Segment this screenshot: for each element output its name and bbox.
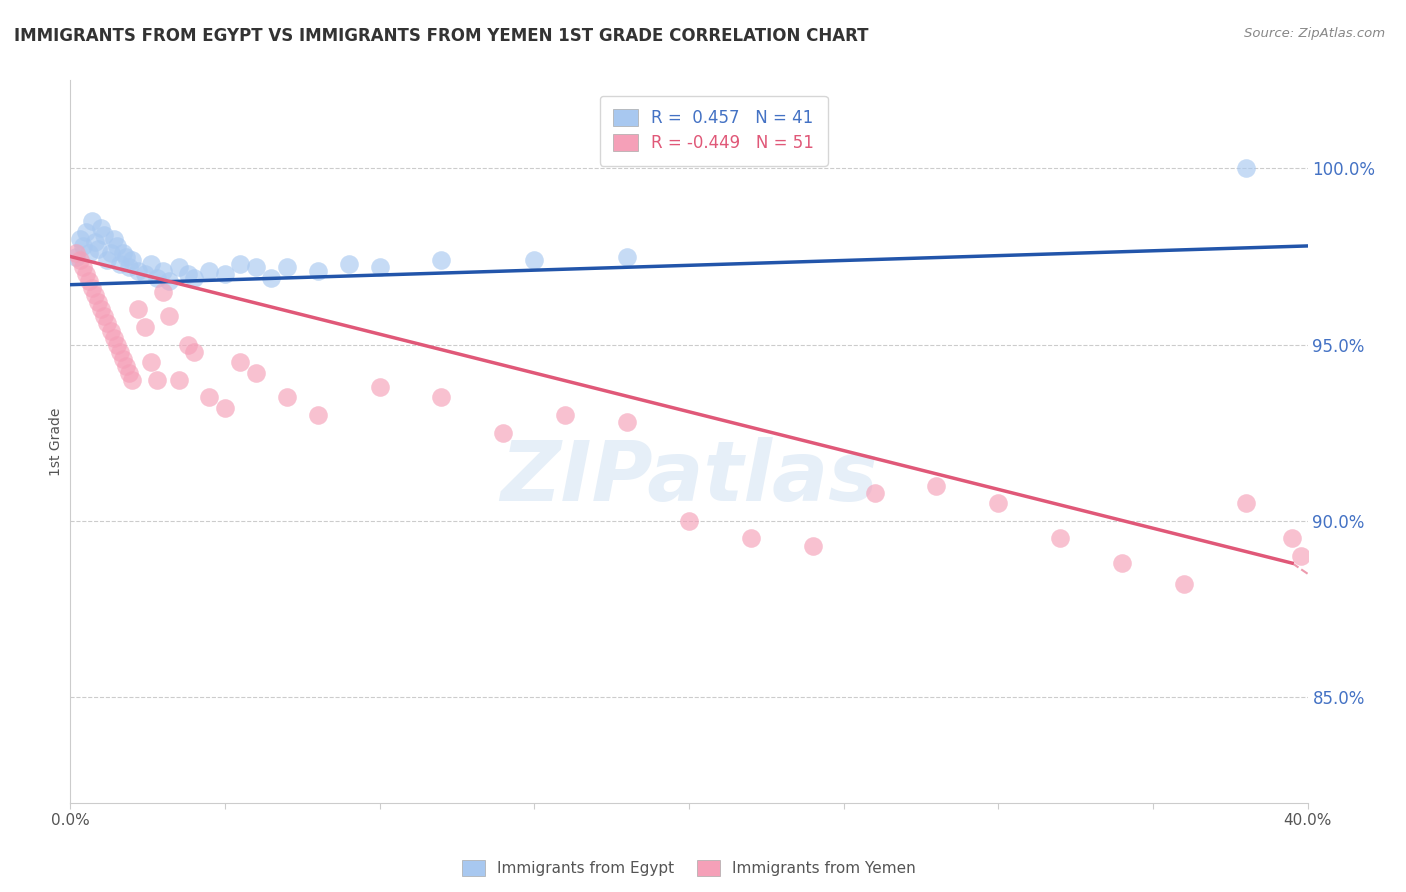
- Point: [96, 317, 118, 331]
- Point: [1049, 532, 1071, 546]
- Point: [167, 260, 190, 274]
- Point: [90, 221, 112, 235]
- Point: [100, 324, 122, 338]
- Point: [177, 267, 200, 281]
- Point: [100, 246, 122, 260]
- Point: [214, 401, 236, 415]
- Point: [198, 263, 221, 277]
- Point: [245, 260, 267, 274]
- Point: [177, 337, 200, 351]
- Point: [260, 270, 283, 285]
- Point: [183, 270, 205, 285]
- Point: [65, 246, 87, 260]
- Point: [111, 351, 134, 366]
- Point: [229, 256, 252, 270]
- Point: [678, 514, 700, 528]
- Point: [72, 239, 94, 253]
- Point: [115, 359, 138, 373]
- Point: [77, 274, 100, 288]
- Point: [65, 250, 87, 264]
- Point: [80, 281, 103, 295]
- Point: [152, 263, 174, 277]
- Point: [96, 253, 118, 268]
- Point: [139, 256, 162, 270]
- Point: [307, 263, 329, 277]
- Point: [616, 415, 638, 429]
- Point: [1173, 577, 1195, 591]
- Point: [157, 310, 180, 324]
- Point: [229, 355, 252, 369]
- Point: [121, 373, 143, 387]
- Point: [368, 380, 391, 394]
- Point: [1234, 496, 1257, 510]
- Point: [84, 235, 107, 250]
- Y-axis label: 1st Grade: 1st Grade: [49, 408, 63, 475]
- Point: [368, 260, 391, 274]
- Point: [77, 246, 100, 260]
- Point: [72, 260, 94, 274]
- Point: [523, 253, 546, 268]
- Point: [118, 366, 141, 380]
- Point: [1291, 549, 1313, 563]
- Point: [987, 496, 1010, 510]
- Point: [139, 355, 162, 369]
- Point: [127, 263, 149, 277]
- Point: [87, 295, 110, 310]
- Point: [134, 320, 156, 334]
- Point: [214, 267, 236, 281]
- Point: [146, 270, 169, 285]
- Point: [276, 260, 298, 274]
- Point: [87, 243, 110, 257]
- Point: [69, 232, 91, 246]
- Point: [146, 373, 169, 387]
- Point: [121, 253, 143, 268]
- Legend: Immigrants from Egypt, Immigrants from Yemen: Immigrants from Egypt, Immigrants from Y…: [456, 854, 922, 882]
- Point: [863, 485, 886, 500]
- Text: IMMIGRANTS FROM EGYPT VS IMMIGRANTS FROM YEMEN 1ST GRADE CORRELATION CHART: IMMIGRANTS FROM EGYPT VS IMMIGRANTS FROM…: [14, 27, 869, 45]
- Point: [90, 302, 112, 317]
- Point: [105, 239, 128, 253]
- Point: [93, 310, 115, 324]
- Point: [183, 344, 205, 359]
- Point: [337, 256, 360, 270]
- Point: [134, 267, 156, 281]
- Point: [245, 366, 267, 380]
- Point: [925, 478, 948, 492]
- Point: [430, 253, 453, 268]
- Point: [554, 408, 576, 422]
- Point: [80, 214, 103, 228]
- Point: [198, 391, 221, 405]
- Point: [69, 253, 91, 268]
- Point: [103, 330, 125, 344]
- Point: [430, 391, 453, 405]
- Point: [740, 532, 762, 546]
- Point: [105, 337, 128, 351]
- Point: [307, 408, 329, 422]
- Point: [492, 425, 515, 440]
- Point: [103, 232, 125, 246]
- Point: [84, 288, 107, 302]
- Point: [167, 373, 190, 387]
- Point: [127, 302, 149, 317]
- Text: ZIPatlas: ZIPatlas: [501, 437, 877, 518]
- Point: [616, 250, 638, 264]
- Point: [111, 246, 134, 260]
- Point: [1281, 532, 1303, 546]
- Text: Source: ZipAtlas.com: Source: ZipAtlas.com: [1244, 27, 1385, 40]
- Point: [75, 267, 97, 281]
- Point: [801, 539, 824, 553]
- Point: [108, 256, 131, 270]
- Point: [1111, 556, 1133, 570]
- Point: [115, 250, 138, 264]
- Point: [276, 391, 298, 405]
- Point: [152, 285, 174, 299]
- Point: [118, 260, 141, 274]
- Point: [157, 274, 180, 288]
- Point: [75, 225, 97, 239]
- Point: [108, 344, 131, 359]
- Point: [93, 228, 115, 243]
- Point: [1234, 161, 1257, 176]
